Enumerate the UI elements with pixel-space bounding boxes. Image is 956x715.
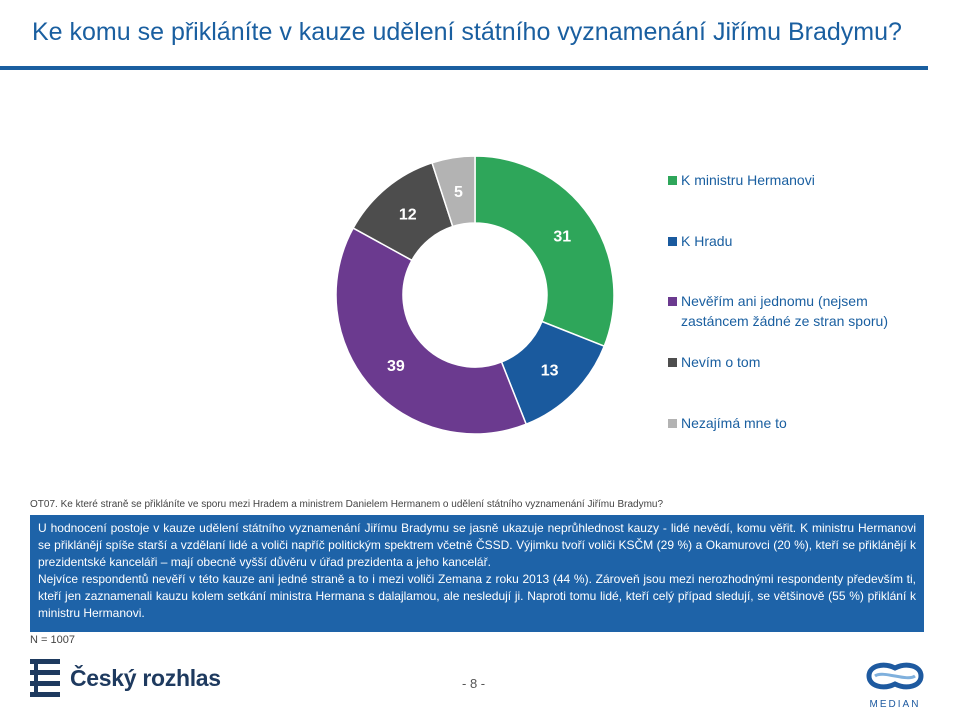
slice-value-label-nezajima: 5 xyxy=(454,184,463,201)
cesky-rozhlas-logo: Český rozhlas xyxy=(30,659,221,697)
slice-value-label-hermanovi: 31 xyxy=(553,229,571,246)
median-mark-icon xyxy=(866,662,924,690)
legend-label: Nevěřím ani jednomu (nejsem zastáncem žá… xyxy=(681,293,888,329)
brand-name-right: MEDIAN xyxy=(869,699,921,710)
sample-size: N = 1007 xyxy=(30,634,75,646)
median-logo: MEDIAN xyxy=(860,660,930,710)
legend-swatch-nezajima xyxy=(668,419,677,428)
summary-box: U hodnocení postoje v kauze udělení stát… xyxy=(30,515,924,632)
legend-swatch-neverim xyxy=(668,297,677,306)
legend-swatch-hradu xyxy=(668,237,677,246)
slice-value-label-nevim: 12 xyxy=(399,207,417,224)
donut-slice-hermanovi xyxy=(474,155,615,348)
legend-label: K Hradu xyxy=(681,233,733,249)
summary-paragraph-1: U hodnocení postoje v kauze udělení stát… xyxy=(38,521,916,569)
donut-slice-nezajima xyxy=(431,155,476,228)
page-title: Ke komu se přikláníte v kauze udělení st… xyxy=(32,18,902,46)
cesky-rozhlas-mark-icon xyxy=(30,659,60,697)
legend-swatch-nevim xyxy=(668,358,677,367)
legend-item-nezajima: Nezajímá mne to xyxy=(668,413,898,433)
donut-slice-neverim xyxy=(335,227,528,435)
legend-item-hradu: K Hradu xyxy=(668,231,898,251)
legend-item-neverim: Nevěřím ani jednomu (nejsem zastáncem žá… xyxy=(668,291,898,331)
donut-chart: 31 13 39 12 5 xyxy=(335,155,615,435)
slice-value-label-hradu: 13 xyxy=(541,363,559,380)
summary-paragraph-2: Nejvíce respondentů nevěří v této kauze … xyxy=(38,572,916,620)
page-number: - 8 - xyxy=(462,676,486,691)
legend-label: K ministru Hermanovi xyxy=(681,172,815,188)
slice-value-label-neverim: 39 xyxy=(387,358,405,375)
title-divider xyxy=(0,66,928,70)
survey-question: OT07. Ke které straně se přikláníte ve s… xyxy=(30,499,664,510)
legend-item-hermanovi: K ministru Hermanovi xyxy=(668,170,898,190)
brand-name-left: Český rozhlas xyxy=(70,664,221,691)
legend-label: Nezajímá mne to xyxy=(681,415,787,431)
legend-swatch-hermanovi xyxy=(668,176,677,185)
legend-item-nevim: Nevím o tom xyxy=(668,352,898,372)
legend-label: Nevím o tom xyxy=(681,354,761,370)
